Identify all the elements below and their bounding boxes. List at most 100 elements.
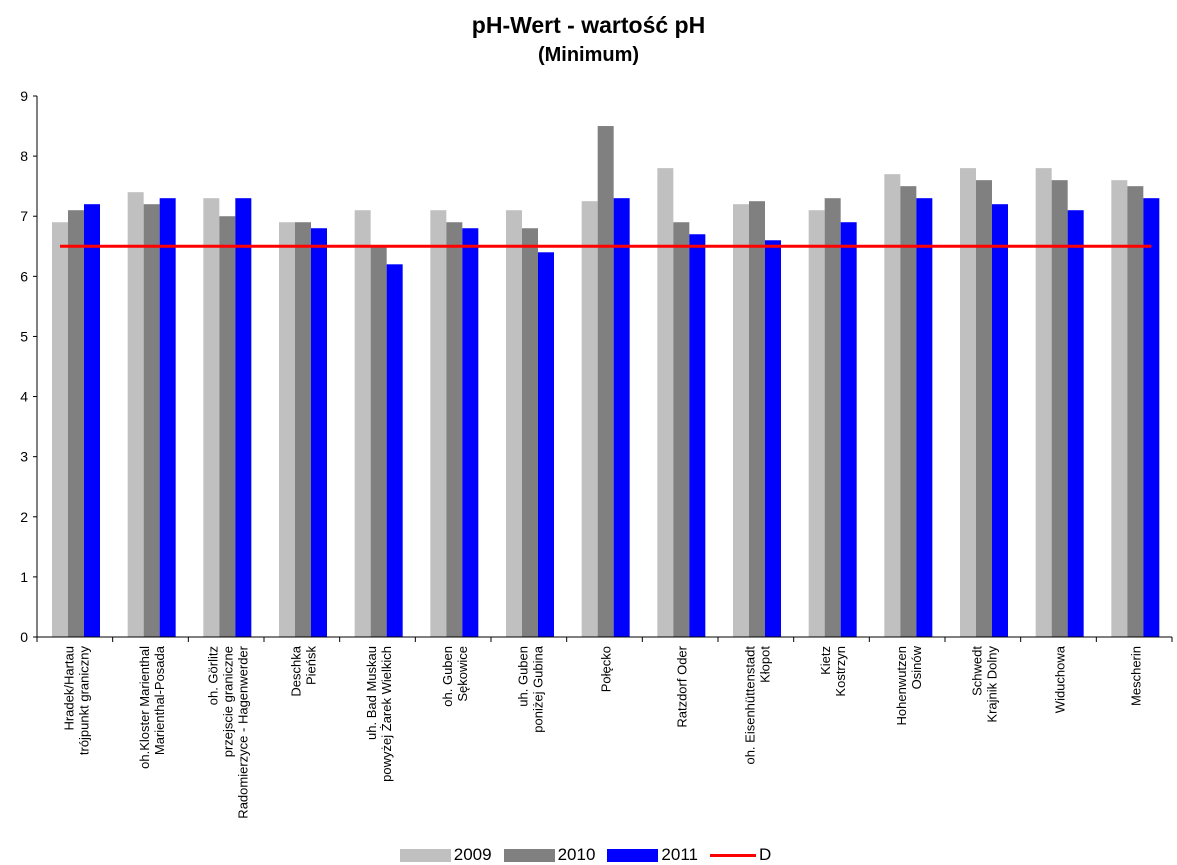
bar-2011-6	[538, 252, 554, 638]
bar-2011-0	[84, 204, 100, 637]
category-label-5: oh. Guben Sękowice	[440, 646, 470, 707]
category-label-6-line-0: uh. Guben	[516, 646, 531, 707]
y-tick-label-7: 7	[20, 208, 28, 224]
legend-label-d: D	[758, 845, 772, 864]
category-label-1-line-1: Marienthal-Posada	[152, 645, 167, 755]
category-labels-layer: Hradek/Hartau trójpunkt graniczny oh.Klost…	[62, 645, 1144, 818]
bar-2009-10	[808, 210, 825, 637]
y-tick-label-9: 9	[20, 88, 28, 104]
bar-2011-9	[765, 240, 781, 637]
bar-2011-10	[840, 222, 857, 637]
y-tick-label-3: 3	[20, 449, 28, 465]
bar-2010-12	[976, 180, 992, 637]
bar-2009-3	[279, 222, 295, 637]
bar-chart-plot: 0 1 2 3 4 5 6 7 8 9 Hradek/Hartau trójpunkt granic…	[20, 88, 1173, 819]
category-label-0: Hradek/Hartau trójpunkt graniczny	[62, 646, 92, 756]
bar-2009-5	[430, 210, 447, 637]
bar-2011-13	[1067, 210, 1084, 637]
bar-2009-11	[884, 174, 901, 637]
category-label-2-line-0: oh. Görlitz	[205, 646, 220, 705]
chart-subtitle: (Minimum)	[537, 44, 640, 66]
category-label-7-line-0: Połęcko	[599, 646, 614, 692]
y-tick-label-2: 2	[20, 509, 28, 525]
category-label-4-line-1: powyżej Żarek Wielkich	[379, 646, 394, 782]
category-label-2-line-1: przejscie graniczne	[220, 646, 235, 757]
category-label-9: oh. Eisenhüttenstadt Kłopot	[743, 646, 773, 765]
category-label-2-line-2: Radomierzyce - Hagenwerder	[235, 645, 250, 818]
legend-item-2010: 2010	[503, 845, 596, 865]
category-label-11: Hohenwutzen Osinów	[894, 645, 924, 725]
category-label-10-line-0: Kietz	[818, 646, 833, 675]
bar-2011-8	[689, 234, 706, 637]
legend-label-2010: 2010	[557, 845, 596, 864]
bar-2011-11	[916, 198, 933, 637]
category-label-14: Mescherin	[1128, 646, 1143, 706]
bar-2009-4	[354, 210, 371, 637]
bar-2009-8	[657, 168, 674, 637]
legend-item-2011: 2011	[607, 845, 698, 865]
chart-title: pH-Wert - wartość pH	[471, 12, 706, 38]
bar-2010-13	[1051, 180, 1068, 637]
category-label-12-line-1: Krajnik Dolny	[985, 646, 1000, 723]
y-tick-label-5: 5	[20, 328, 28, 344]
y-tick-label-4: 4	[20, 389, 28, 405]
bar-2009-12	[960, 168, 976, 637]
chart-legend: 2009 2010 2011 D	[0, 845, 1177, 865]
category-label-5-line-1: Sękowice	[455, 646, 470, 702]
axes-layer: 0 1 2 3 4 5 6 7 8 9	[20, 88, 1173, 645]
bar-2010-6	[522, 228, 538, 637]
bar-2010-1	[143, 204, 160, 637]
y-tick-label-8: 8	[20, 148, 28, 164]
bars-layer	[52, 126, 1160, 638]
bar-2009-1	[127, 192, 144, 637]
bar-2010-14	[1127, 186, 1144, 637]
bar-2010-7	[597, 126, 614, 638]
category-label-12: Schwedt Krajnik Dolny	[970, 646, 1000, 723]
bar-2009-14	[1111, 180, 1128, 637]
bar-2011-5	[462, 228, 479, 637]
bar-2010-3	[295, 222, 311, 637]
category-label-9-line-1: Kłopot	[758, 646, 773, 683]
bar-2009-2	[203, 198, 220, 637]
bar-2010-5	[446, 222, 463, 637]
legend-item-d: D	[709, 845, 772, 865]
category-label-0-line-1: trójpunkt graniczny	[77, 646, 92, 756]
bar-2009-13	[1035, 168, 1052, 637]
bar-2011-1	[159, 198, 176, 637]
bar-2011-4	[386, 264, 403, 637]
category-label-14-line-0: Mescherin	[1128, 646, 1143, 706]
legend-swatch-2010	[503, 848, 555, 862]
legend-swatch-2011	[607, 848, 659, 862]
category-label-9-line-0: oh. Eisenhüttenstadt	[743, 646, 758, 765]
legend-line-d	[709, 853, 756, 857]
category-label-3-line-1: Pieńsk	[304, 646, 319, 686]
legend-label-2009: 2009	[453, 845, 492, 864]
bar-2009-0	[52, 222, 68, 637]
category-label-8: Ratzdorf Oder	[674, 645, 689, 727]
category-label-13-line-0: Widuchowa	[1053, 645, 1068, 713]
category-label-4-line-0: uh. Bad Muskau	[364, 646, 379, 740]
category-label-1: oh.Kloster Marienthal Marienthal-Posada	[137, 645, 167, 769]
category-label-6: uh. Guben poniżej Gubina	[516, 645, 546, 732]
bar-2011-12	[992, 204, 1008, 637]
category-label-3-line-0: Deschka	[289, 645, 304, 696]
bar-2011-2	[235, 198, 252, 637]
bar-2009-7	[581, 201, 598, 637]
category-label-10-line-1: Kostrzyn	[833, 646, 848, 697]
y-tick-label-1: 1	[20, 569, 28, 585]
category-label-1-line-0: oh.Kloster Marienthal	[137, 646, 152, 769]
bar-2011-3	[311, 228, 327, 637]
category-label-4: uh. Bad Muskau powyżej Żarek Wielkich	[364, 646, 394, 782]
bar-2010-4	[370, 246, 387, 637]
bar-2010-11	[900, 186, 917, 637]
category-label-10: Kietz Kostrzyn	[818, 646, 848, 697]
category-label-3: Deschka Pieńsk	[289, 645, 319, 696]
bar-2009-6	[506, 210, 522, 637]
category-label-0-line-0: Hradek/Hartau	[62, 646, 77, 731]
bar-2010-8	[673, 222, 690, 637]
category-label-6-line-1: poniżej Gubina	[531, 645, 546, 732]
bar-2010-9	[749, 201, 765, 637]
category-label-12-line-0: Schwedt	[970, 646, 985, 696]
category-label-11-line-0: Hohenwutzen	[894, 646, 909, 726]
